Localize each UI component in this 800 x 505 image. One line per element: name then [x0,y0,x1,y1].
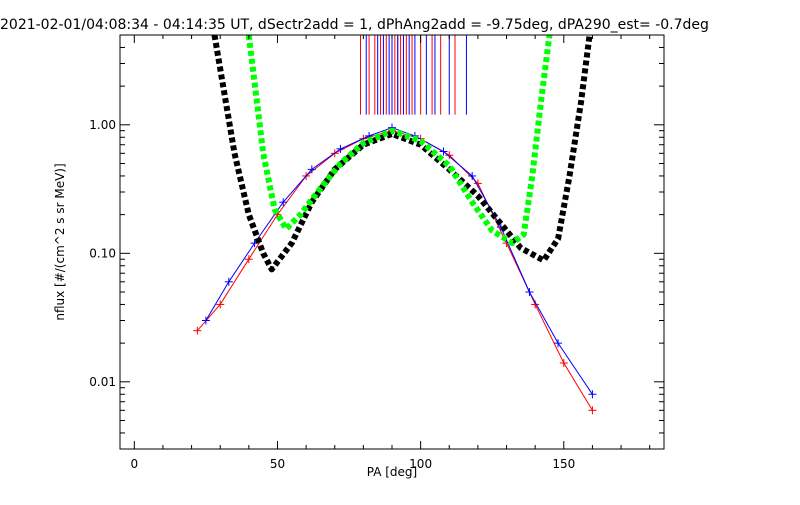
data-point-blue-14 [588,390,597,399]
x-tick-label-3: 150 [552,457,575,471]
data-point-blue-9 [439,147,448,156]
x-tick-label-2: 100 [409,457,432,471]
data-point-blue-13 [554,339,563,348]
data-point-blue-3 [279,198,288,207]
y-axis-label: nflux [#/(cm^2 s sr MeV)] [53,163,67,320]
series-line-black [211,34,593,273]
chart-title: 2021-02-01/04:08:34 - 04:14:35 UT, dSect… [0,17,709,33]
data-point-blue-4 [307,165,316,174]
data-point-blue-1 [224,277,233,286]
data-point-blue-12 [525,287,534,296]
data-point-red-13 [559,359,568,368]
data-point-blue-0 [201,316,210,325]
series-line-green [245,34,553,247]
data-point-red-2 [244,255,253,264]
data-point-blue-10 [468,171,477,180]
x-axis-label: PA [deg] [367,465,417,479]
axis-layer: 0 50 100 150 0.01 0.10 1.00 [89,34,664,471]
y-tick-label-1: 0.10 [89,246,116,260]
y-tick-label-2: 1.00 [89,118,116,132]
data-point-blue-5 [336,144,345,153]
y-tick-label-0: 0.01 [89,375,116,389]
x-tick-label-0: 0 [130,457,138,471]
data-point-red-0 [193,326,202,335]
data-point-red-14 [588,406,597,415]
data-point-red-9 [445,151,454,160]
data-layer [193,34,597,415]
x-tick-label-1: 50 [270,457,285,471]
data-point-red-1 [216,300,225,309]
